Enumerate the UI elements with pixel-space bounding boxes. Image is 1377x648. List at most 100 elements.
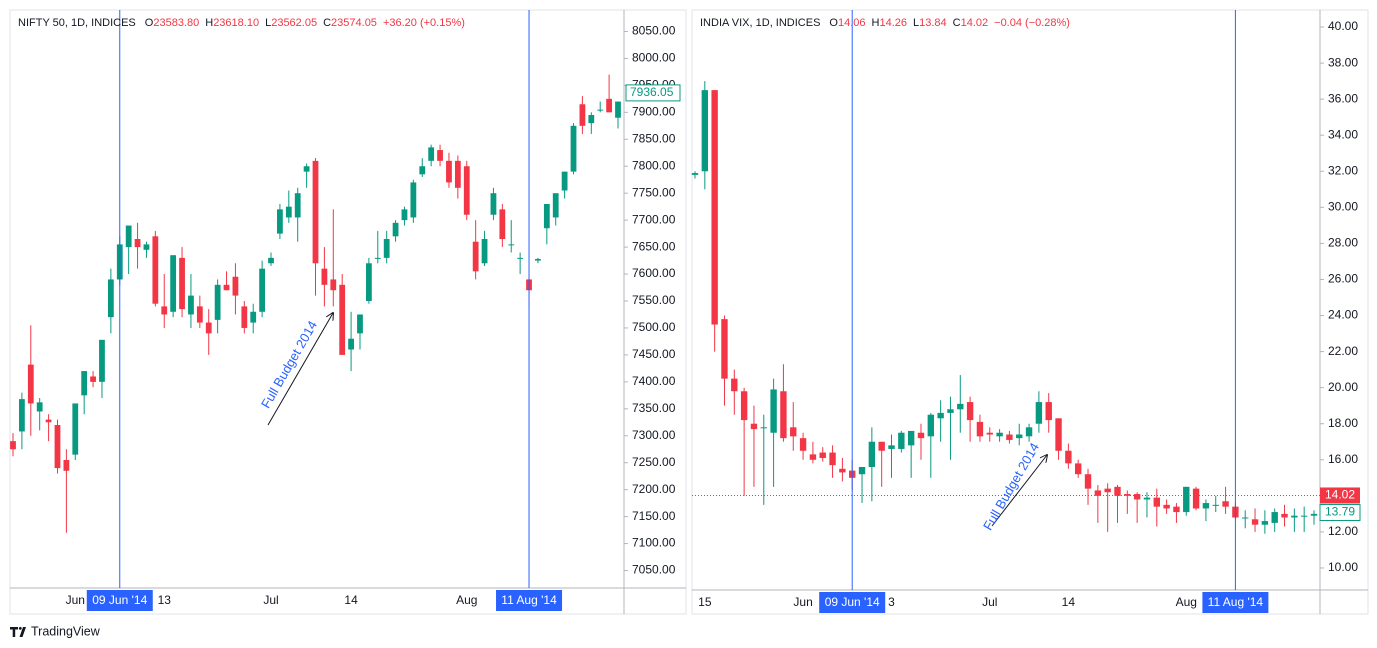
candle-body [799,438,807,451]
y-tick-label: 12.00 [1328,524,1358,538]
change: +36.20 (+0.15%) [383,17,465,29]
ohlc-value: 14.26 [879,17,907,29]
chart-header: INDIA VIX, 1D, INDICES O14.06 H14.26 L13.84… [700,17,1070,29]
candle-body [259,268,266,312]
candle-body [711,90,718,325]
candle-body [750,423,758,430]
y-tick-label: 36.00 [1328,91,1358,105]
date-marker-label: 11 Aug '14 [501,593,557,607]
x-tick-label: 14 [1062,595,1076,609]
candle-body [232,276,239,296]
candle-body [1025,427,1033,437]
chart-header: NIFTY 50, 1D, INDICES O23583.80 H23618.10 L… [18,17,465,29]
candle-body [1045,402,1052,421]
candle-body [72,403,79,455]
candle-body [125,225,132,248]
logo-icon [10,627,26,637]
candle-body [691,173,699,175]
candle-body [294,193,301,218]
y-tick-label: 7500.00 [632,320,676,334]
y-tick-label: 7300.00 [632,428,676,442]
chart-panel: 7050.00 7100.00 7150.00 7200.00 7250.00 7300.… [9,9,687,615]
ohlc-value: 23574.05 [331,17,377,29]
date-marker-label: 09 Jun '14 [92,593,147,607]
x-tick-label: Jun [66,593,85,607]
candle-body [552,193,559,218]
y-tick-label: 7100.00 [632,536,676,550]
brand: TradingView [31,624,101,638]
candle-body [321,268,328,285]
candle-body [588,115,595,124]
y-tick-label: 10.00 [1328,560,1358,574]
candle-body [205,322,212,334]
candle-body [81,371,88,396]
ohlc-value: 23583.80 [153,17,199,29]
date-marker-box [496,590,563,611]
last-price-label: 7936.05 [630,85,674,99]
x-tick-label: Jun [793,595,812,609]
candle-body [170,255,177,312]
candle-body [472,241,479,272]
candle-body [1261,521,1269,525]
chart-panel: 10.0012.0014.0016.0018.0020.0022.0024.00… [691,9,1369,615]
y-tick-label: 7700.00 [632,212,676,226]
candle-body [54,424,61,469]
candle-body [1281,513,1288,518]
candle-body [463,166,470,215]
date-marker-box [819,592,886,613]
ohlc-key: O [145,17,154,29]
x-tick-label: Aug [1176,595,1197,609]
x-tick-label: 15 [698,595,712,609]
candle-body [701,90,709,172]
annotation-arrow [267,313,333,426]
candle-body [780,391,787,439]
candle-body [348,338,354,350]
candle-body [1271,512,1278,523]
candle-body [1300,515,1308,517]
candle-body [499,209,506,240]
candle-body [196,306,203,323]
candle-body [446,160,452,183]
change: −0.04 (−0.28%) [994,17,1070,29]
candle-body [760,427,767,429]
candle-body [99,339,105,382]
candle-body [241,306,248,328]
candle-body [1212,504,1219,506]
candle-body [1192,488,1200,509]
ohlc-key: L [265,17,271,29]
y-tick-label: 7250.00 [632,455,676,469]
candle-body [437,150,443,161]
candle-body [401,209,408,221]
y-tick-label: 28.00 [1328,236,1358,250]
candle-body [615,101,621,118]
candle-body [917,432,925,439]
candle-body [161,306,168,315]
y-tick-label: 7200.00 [632,482,676,496]
candle-body [543,203,550,229]
candle-body [819,452,826,458]
candle-body [250,311,257,323]
y-tick-label: 8000.00 [632,51,676,65]
candle-body [223,284,230,291]
candle-body [888,445,895,449]
ohlc-value: 14.06 [838,17,866,29]
candle-body [1006,434,1013,440]
last-price-label: 14.02 [1325,488,1355,502]
candle-body [966,402,974,421]
candle-body [374,257,381,259]
secondary-price-label: 13.79 [1325,505,1355,519]
candle-body [339,284,346,355]
candle-body [606,98,612,113]
candle-body [268,257,274,264]
annotation-arrow [991,455,1047,527]
candle-body [1124,494,1131,496]
y-tick-label: 7450.00 [632,347,676,361]
candle-body [27,364,34,404]
candle-body [858,466,866,475]
candle-body [517,257,524,259]
x-tick-label: Jul [263,593,278,607]
candle-body [19,399,25,432]
ohlc-key: O [829,17,838,29]
